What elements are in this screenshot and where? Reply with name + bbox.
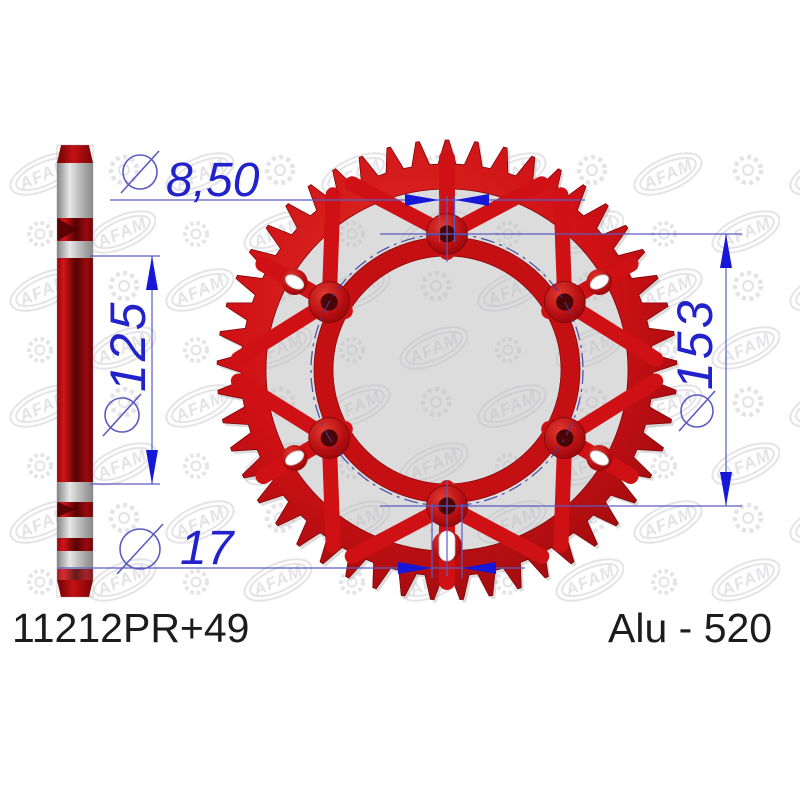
arrow-icon (146, 450, 158, 484)
dimension-value-slot: 17 (180, 522, 236, 575)
arrow-icon (455, 194, 489, 206)
dimension-value-bolt-circle: 153 (667, 298, 723, 390)
diameter-icon (102, 393, 142, 437)
side-countersink-wedge (57, 218, 77, 241)
side-gray-segment (57, 551, 93, 569)
sprocket-bore-ring (313, 236, 581, 504)
arrow-icon (462, 562, 496, 574)
arrow-icon (146, 256, 158, 290)
side-view-outline (56, 144, 94, 598)
arrow-icon (720, 234, 732, 268)
bolt-hole (556, 293, 574, 311)
side-gray-segment (57, 482, 93, 502)
material-spec-label: Alu - 520 (608, 605, 772, 651)
side-countersink-wedge (57, 502, 75, 517)
lightening-hole (285, 450, 305, 466)
dimension-arrows (146, 194, 732, 574)
side-gray-segment (57, 241, 93, 258)
bolt-hole (556, 429, 574, 447)
side-gray-segment (57, 163, 93, 218)
sprocket-front-view (216, 139, 680, 603)
arrow-icon (405, 194, 439, 206)
lightening-hole (589, 274, 609, 290)
diameter-icon (678, 390, 716, 432)
dimension-value-bolt-hole: 8,50 (166, 154, 260, 207)
side-body (57, 258, 93, 482)
side-slot-band (57, 538, 93, 551)
side-top-cap (57, 145, 93, 163)
arrow-icon (398, 562, 432, 574)
side-bottom-cap (57, 580, 93, 597)
lightening-hole (285, 274, 305, 290)
side-gray-segment (57, 517, 93, 538)
arrow-icon (720, 472, 732, 506)
lightening-hole (589, 450, 609, 466)
part-number-label: 11212PR+49 (12, 605, 249, 651)
diameter-icon (116, 523, 164, 575)
side-slot-band (57, 569, 93, 580)
dimension-value-bore: 125 (100, 300, 156, 392)
sprocket-side-view (56, 144, 94, 598)
diameter-icon (120, 150, 160, 194)
